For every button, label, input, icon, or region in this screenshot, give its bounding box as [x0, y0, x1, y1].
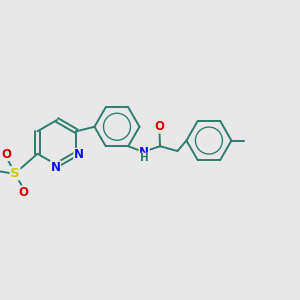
- Text: N: N: [50, 161, 61, 174]
- Text: O: O: [154, 120, 164, 133]
- Text: O: O: [18, 186, 28, 199]
- Text: S: S: [10, 167, 20, 180]
- Text: N: N: [139, 146, 149, 159]
- Text: N: N: [74, 148, 84, 161]
- Text: O: O: [2, 148, 12, 160]
- Text: H: H: [140, 153, 148, 163]
